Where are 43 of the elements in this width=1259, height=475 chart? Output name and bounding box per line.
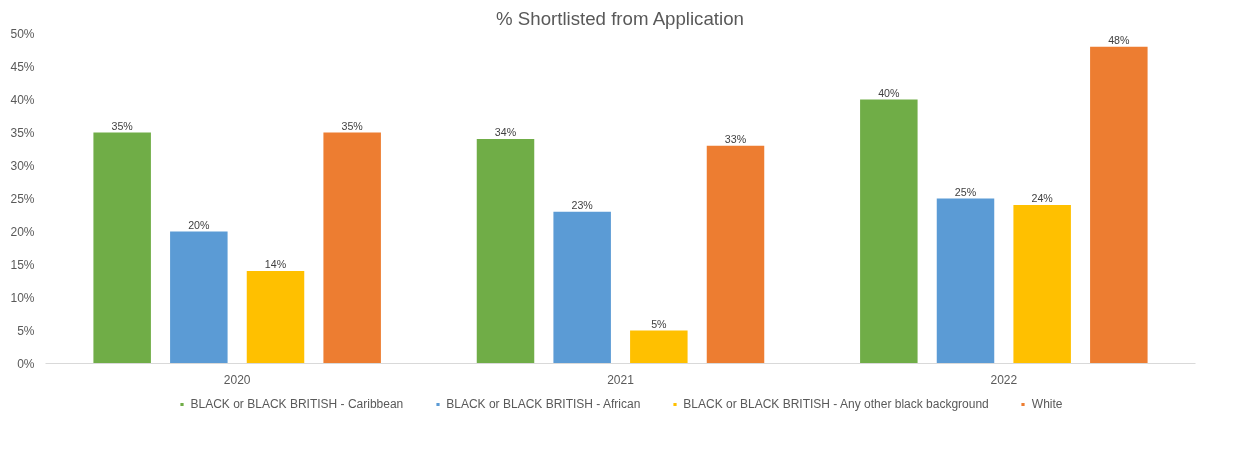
bar: [323, 132, 381, 364]
data-label: 48%: [1108, 33, 1131, 46]
bar: [1090, 46, 1148, 364]
y-tick-label: 30%: [10, 158, 35, 173]
y-tick-label: 20%: [10, 224, 35, 239]
bar: [246, 271, 305, 364]
data-label: 33%: [724, 132, 747, 145]
data-label: 25%: [954, 185, 977, 198]
bar: [1013, 205, 1071, 364]
data-label: 20%: [188, 218, 211, 231]
y-tick-label: 0%: [17, 356, 35, 371]
data-label: 14%: [264, 258, 287, 271]
x-tick-label: 2020: [223, 372, 251, 387]
y-tick-label: 45%: [10, 59, 35, 74]
y-tick-label: 5%: [17, 323, 35, 338]
y-tick-label: 25%: [10, 191, 35, 206]
y-tick-label: 15%: [10, 257, 35, 272]
bar: [476, 139, 535, 364]
legend-label: BLACK or BLACK BRITISH - Any other black background: [683, 397, 989, 411]
x-tick-label: 2022: [990, 372, 1018, 387]
bar: [860, 99, 918, 364]
legend-label: White: [1031, 397, 1063, 411]
x-tick-label: 2021: [607, 372, 635, 387]
bar: [936, 198, 995, 364]
y-tick-label: 35%: [10, 125, 35, 140]
y-tick-label: 40%: [10, 92, 35, 107]
bar: [93, 132, 151, 364]
data-label: 23%: [571, 198, 594, 211]
legend-label: BLACK or BLACK BRITISH - Caribbean: [190, 397, 404, 411]
bar: [170, 231, 228, 364]
chart-title: % Shortlisted from Application: [496, 7, 744, 29]
y-tick-label: 50%: [10, 26, 35, 41]
data-label: 35%: [111, 119, 134, 132]
bar: [553, 211, 611, 364]
data-label: 34%: [494, 126, 517, 139]
bar: [706, 145, 765, 364]
y-tick-label: 10%: [10, 290, 35, 305]
data-label: 40%: [878, 86, 901, 99]
data-label: 35%: [341, 119, 364, 132]
data-label: 5%: [651, 317, 668, 330]
data-label: 24%: [1031, 192, 1054, 205]
legend-label: BLACK or BLACK BRITISH - African: [446, 397, 641, 411]
bar: [630, 330, 688, 364]
